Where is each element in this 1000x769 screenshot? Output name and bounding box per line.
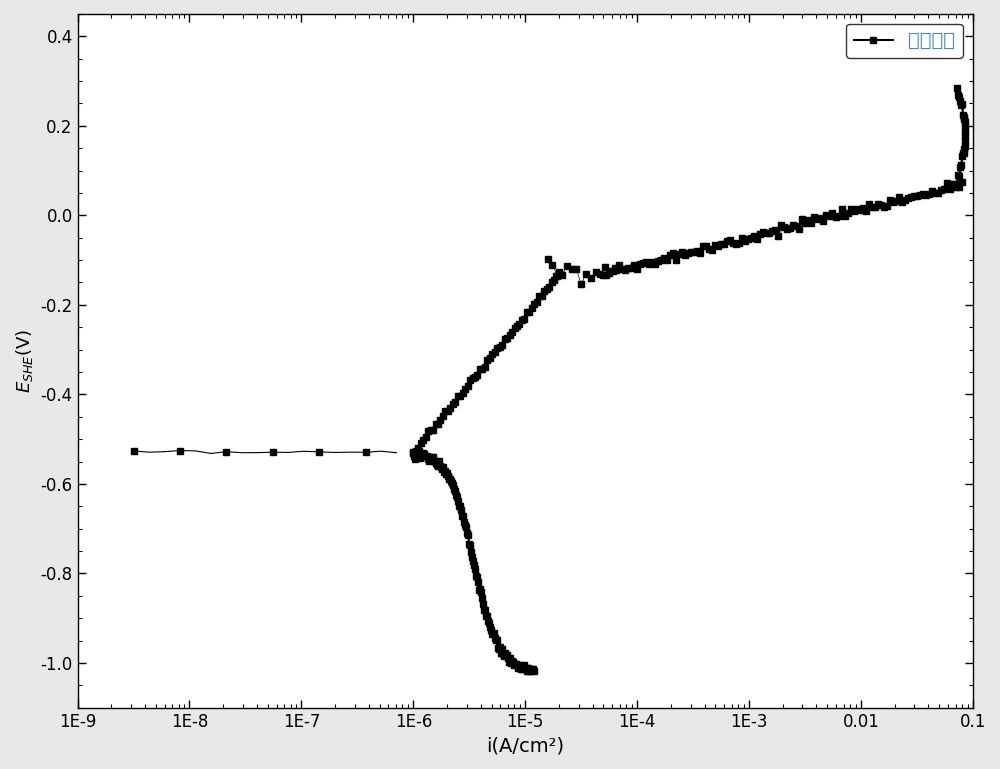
Y-axis label: $E_{SHE}$(V): $E_{SHE}$(V) (14, 328, 35, 393)
Legend: 化学清洗: 化学清洗 (846, 24, 963, 58)
X-axis label: i(A/cm²): i(A/cm²) (486, 736, 564, 755)
